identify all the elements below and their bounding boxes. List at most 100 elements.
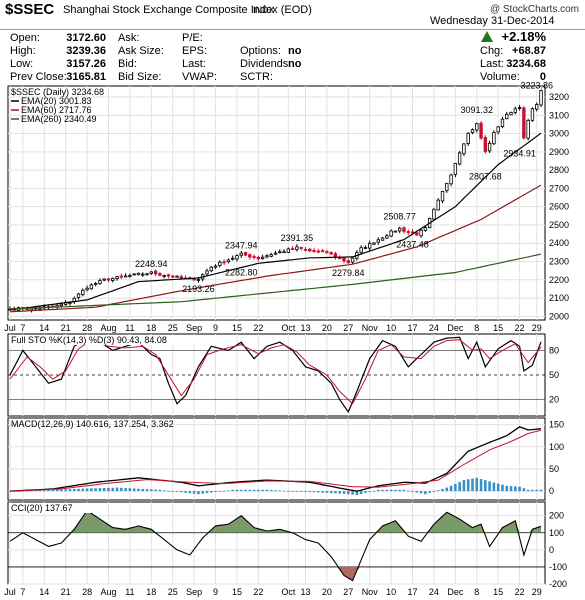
macd-histogram-bar bbox=[287, 490, 290, 492]
candle bbox=[316, 250, 321, 253]
macd-y-tick: 100 bbox=[549, 442, 564, 452]
macd-histogram-bar bbox=[381, 489, 384, 492]
macd-histogram-bar bbox=[248, 489, 252, 492]
cci-y-tick: -200 bbox=[549, 579, 567, 589]
candle bbox=[81, 289, 85, 295]
candle bbox=[166, 274, 171, 277]
price-annotation: 2391.35 bbox=[281, 233, 314, 243]
x-tick-label: 14 bbox=[39, 323, 49, 333]
macd-histogram-bar bbox=[295, 491, 299, 492]
x-tick-label: Dec bbox=[447, 323, 464, 333]
x-tick-label-bottom: 13 bbox=[300, 587, 310, 597]
candle bbox=[102, 278, 106, 281]
macd-histogram-bar bbox=[72, 488, 76, 492]
macd-histogram-bar bbox=[291, 491, 294, 492]
macd-histogram-bar bbox=[321, 491, 324, 493]
price-annotation: 2934.91 bbox=[503, 148, 536, 158]
candle bbox=[483, 137, 488, 152]
macd-histogram-bar bbox=[244, 489, 247, 492]
candle bbox=[539, 90, 543, 106]
macd-histogram-bar bbox=[496, 483, 500, 492]
macd-histogram-bar bbox=[466, 479, 470, 492]
candle bbox=[269, 254, 273, 257]
candle bbox=[462, 143, 466, 155]
macd-histogram-bar bbox=[197, 491, 200, 495]
macd-histogram-bar bbox=[30, 490, 33, 492]
candle bbox=[338, 257, 342, 260]
macd-histogram-bar bbox=[406, 490, 410, 492]
candle bbox=[393, 230, 398, 233]
macd-y-tick: 50 bbox=[549, 464, 559, 474]
low-value: 3157.26 bbox=[66, 58, 106, 70]
x-tick-label-bottom: 8 bbox=[474, 587, 479, 597]
macd-histogram-bar bbox=[359, 491, 363, 495]
y-tick-label: 2400 bbox=[549, 238, 569, 248]
x-tick-label: 18 bbox=[146, 323, 156, 333]
x-tick-label-bottom: 27 bbox=[343, 587, 353, 597]
macd-histogram-bar bbox=[274, 490, 277, 492]
cci-line bbox=[9, 509, 542, 582]
candle bbox=[162, 275, 166, 277]
last-label: Last: bbox=[182, 58, 206, 70]
cci-y-tick: 0 bbox=[549, 545, 554, 555]
candle bbox=[496, 126, 500, 133]
macd-histogram-bar bbox=[385, 489, 389, 492]
candle bbox=[397, 227, 402, 232]
quote-date: Wednesday 31-Dec-2014 bbox=[430, 15, 555, 27]
candle bbox=[509, 112, 513, 116]
macd-histogram-bar bbox=[145, 489, 149, 492]
x-tick-label: Oct bbox=[281, 323, 296, 333]
chg-value: +68.87 bbox=[512, 45, 546, 57]
symbol-title: $SSEC bbox=[5, 1, 55, 18]
macd-histogram-bar bbox=[458, 481, 461, 492]
candle bbox=[153, 270, 158, 275]
candle bbox=[76, 293, 81, 299]
x-tick-label-bottom: 22 bbox=[253, 587, 263, 597]
macd-histogram-bar bbox=[257, 489, 260, 492]
candle bbox=[265, 255, 269, 258]
x-tick-label-bottom: Aug bbox=[100, 587, 116, 597]
candle bbox=[368, 242, 372, 249]
macd-histogram-bar bbox=[492, 482, 496, 492]
candle bbox=[145, 273, 149, 276]
price-annotation: 2347.94 bbox=[225, 241, 258, 251]
y-tick-label: 2500 bbox=[549, 220, 569, 230]
macd-histogram-bar bbox=[278, 490, 282, 492]
macd-histogram-bar bbox=[411, 491, 414, 492]
candle bbox=[466, 132, 470, 144]
macd-histogram-bar bbox=[120, 487, 123, 492]
cci-y-tick: -100 bbox=[549, 562, 567, 572]
macd-histogram-bar bbox=[518, 486, 521, 492]
macd-histogram-bar bbox=[471, 478, 474, 492]
macd-histogram-bar bbox=[235, 489, 239, 492]
macd-histogram-bar bbox=[192, 491, 196, 494]
price-annotation: 2193.26 bbox=[182, 284, 215, 294]
change-percent: +2.18% bbox=[501, 29, 546, 44]
candle bbox=[479, 122, 483, 139]
candle bbox=[423, 227, 428, 231]
ema260-line bbox=[9, 253, 542, 310]
candle bbox=[535, 104, 539, 110]
legend-entry: EMA(20) 3001.83 bbox=[21, 96, 92, 106]
vwap-label: VWAP: bbox=[182, 71, 218, 83]
candle bbox=[230, 257, 235, 260]
stockcharts-watermark: @ StockCharts.com bbox=[489, 4, 579, 15]
x-tick-label-bottom: Nov bbox=[362, 587, 379, 597]
macd-histogram-bar bbox=[282, 490, 286, 492]
candle bbox=[453, 163, 458, 175]
macd-histogram-bar bbox=[501, 484, 504, 492]
macd-histogram-bar bbox=[269, 490, 273, 492]
candle bbox=[402, 227, 406, 232]
sctr-label: SCTR: bbox=[240, 71, 273, 83]
y-tick-label: 2900 bbox=[549, 147, 569, 157]
macd-histogram-bar bbox=[304, 491, 307, 492]
candle bbox=[410, 231, 415, 234]
x-tick-label-bottom: Sep bbox=[186, 587, 202, 597]
macd-histogram-bar bbox=[94, 488, 97, 492]
candle bbox=[303, 248, 308, 251]
candle bbox=[149, 271, 154, 274]
x-tick-label-bottom: Oct bbox=[281, 587, 296, 597]
quote-header: $SSEC Shanghai Stock Exchange Composite … bbox=[0, 0, 585, 86]
cci-title-bg bbox=[9, 503, 91, 513]
macd-histogram-bar bbox=[522, 488, 526, 492]
